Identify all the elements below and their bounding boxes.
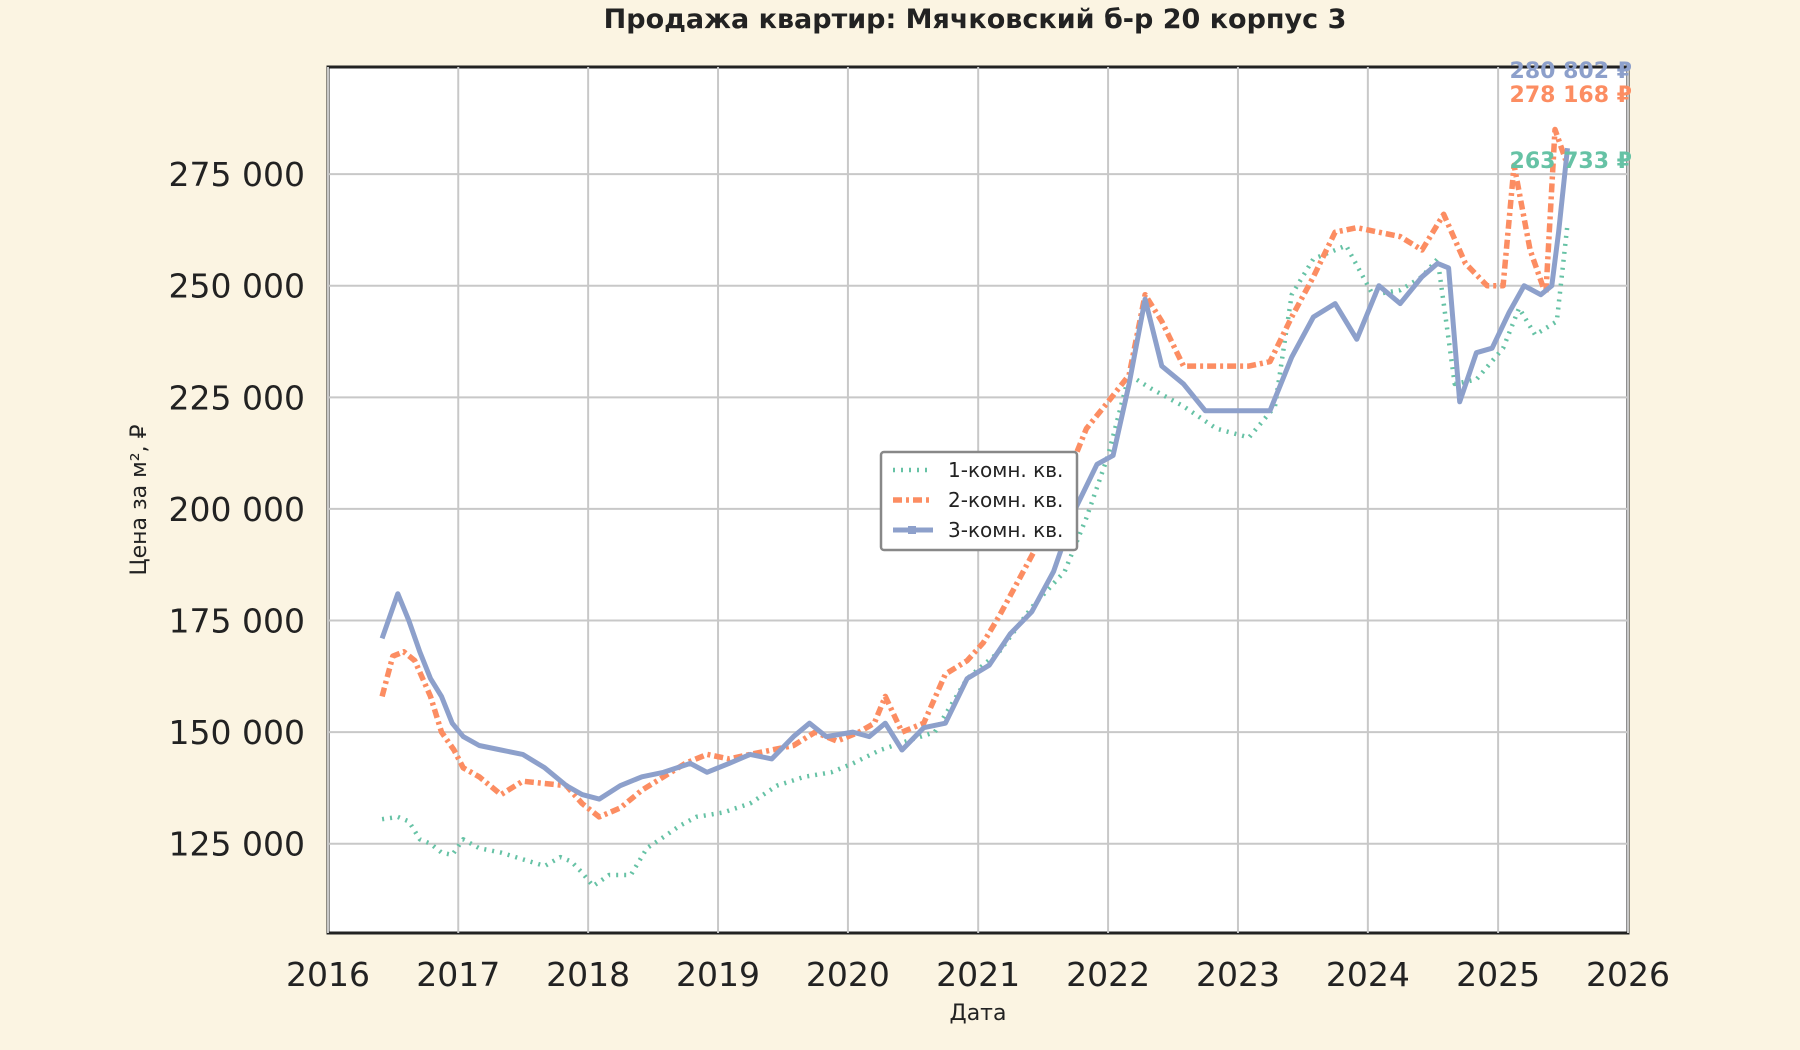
end-value-label: 280 802 ₽ (1510, 59, 1632, 84)
y-axis-label: Цена за м², ₽ (127, 424, 152, 575)
x-tick-label: 2023 (1196, 955, 1280, 994)
grid (327, 67, 1629, 933)
legend-label: 3-комн. кв. (948, 518, 1063, 542)
end-value-label: 278 168 ₽ (1510, 83, 1632, 108)
x-tick-label: 2017 (416, 955, 500, 994)
x-tick-label: 2020 (806, 955, 890, 994)
legend-label: 1-комн. кв. (948, 458, 1063, 482)
series-line (379, 126, 1569, 820)
y-tick-label: 275 000 (169, 155, 305, 194)
y-tick-label: 250 000 (169, 267, 305, 306)
end-labels: 263 733 ₽ 278 168 ₽280 802 ₽ (1510, 59, 1632, 174)
x-tick-label: 2016 (286, 955, 370, 994)
end-value-label: 263 733 ₽ (1510, 149, 1632, 174)
x-tick-label: 2019 (676, 955, 760, 994)
legend-box (879, 450, 1079, 552)
x-tick-labels: 2016 2017 2018 2019 2020 2021 2022 2023 2024 2025… (286, 955, 1670, 994)
y-tick-label: 125 000 (169, 825, 305, 864)
x-tick-label: 2025 (1456, 955, 1540, 994)
chart-title: Продажа квартир: Мячковский б-р 20 корпу… (604, 4, 1347, 35)
legend-marker (908, 526, 916, 534)
legend-label: 2-комн. кв. (948, 488, 1063, 512)
series-line (379, 147, 1570, 802)
x-tick-label: 2022 (1066, 955, 1150, 994)
y-tick-label: 225 000 (169, 378, 305, 417)
series-3 (379, 147, 1570, 802)
x-tick-label: 2021 (936, 955, 1020, 994)
y-tick-label: 175 000 (169, 602, 305, 641)
y-tick-label: 150 000 (169, 713, 305, 752)
series-line (381, 224, 1570, 889)
x-tick-label: 2026 (1586, 955, 1670, 994)
legend: 1-комн. кв. 2-комн. кв. 3-комн. кв. (879, 450, 1079, 552)
series-2 (379, 126, 1569, 820)
series-layer (379, 126, 1570, 889)
x-tick-label: 2024 (1326, 955, 1410, 994)
y-tick-labels: 125 000 150 000 175 000 200 000 225 000 250 0… (169, 155, 305, 864)
x-tick-label: 2018 (546, 955, 630, 994)
y-tick-label: 200 000 (169, 490, 305, 529)
x-axis-label: Дата (950, 1001, 1007, 1026)
